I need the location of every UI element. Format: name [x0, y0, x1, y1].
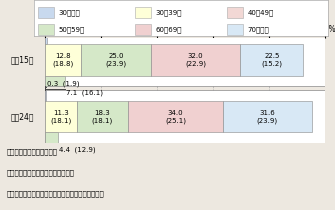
Text: 4.4  (12.9): 4.4 (12.9): [59, 147, 95, 153]
Text: 30～39歳: 30～39歳: [156, 9, 182, 16]
Bar: [128, 101, 223, 132]
Text: 40～49歳: 40～49歳: [247, 9, 273, 16]
Bar: [77, 101, 128, 132]
Text: 31.6
(23.9): 31.6 (23.9): [257, 110, 278, 123]
Text: 出典：総務省「家計調査」: 出典：総務省「家計調査」: [7, 148, 58, 155]
Bar: [226, 7, 243, 18]
Bar: [38, 24, 54, 35]
Bar: [45, 90, 46, 101]
Text: 平成24年: 平成24年: [11, 112, 35, 121]
Bar: [45, 101, 77, 132]
Bar: [45, 76, 65, 86]
Text: 34.0
(25.1): 34.0 (25.1): [165, 110, 186, 123]
Text: 平成15年: 平成15年: [11, 55, 35, 64]
Text: ２：括弧内の数字は各世帯主年齢別の世帯数比率: ２：括弧内の数字は各世帯主年齢別の世帯数比率: [7, 190, 105, 197]
Text: 0.3  (1.9): 0.3 (1.9): [48, 80, 80, 87]
Text: 0.6  (3.2): 0.6 (3.2): [48, 24, 81, 30]
Text: 22.5
(15.2): 22.5 (15.2): [261, 53, 282, 67]
Text: 注１：２人以上の世帯について集計: 注１：２人以上の世帯について集計: [7, 169, 75, 176]
Bar: [223, 101, 312, 132]
Bar: [135, 24, 151, 35]
Text: 50～59歳: 50～59歳: [59, 26, 85, 33]
Bar: [45, 34, 325, 86]
Bar: [45, 90, 325, 143]
Text: 30歳未満: 30歳未満: [59, 9, 80, 16]
Bar: [135, 7, 151, 18]
Text: 12.8
(18.8): 12.8 (18.8): [53, 53, 74, 67]
Bar: [45, 34, 47, 44]
Bar: [38, 7, 54, 18]
Text: 25.0
(23.9): 25.0 (23.9): [106, 53, 127, 67]
Text: 11.3
(18.1): 11.3 (18.1): [50, 110, 72, 123]
Bar: [45, 44, 81, 76]
Text: 60～69歳: 60～69歳: [156, 26, 182, 33]
Bar: [226, 24, 243, 35]
Bar: [45, 132, 58, 143]
Bar: [151, 44, 241, 76]
Text: 7.1  (16.1): 7.1 (16.1): [66, 90, 104, 96]
Text: 70歳以上: 70歳以上: [247, 26, 269, 33]
Text: 18.3
(18.1): 18.3 (18.1): [92, 110, 113, 123]
Text: 32.0
(22.9): 32.0 (22.9): [185, 53, 206, 67]
Bar: [81, 44, 151, 76]
Bar: [241, 44, 304, 76]
